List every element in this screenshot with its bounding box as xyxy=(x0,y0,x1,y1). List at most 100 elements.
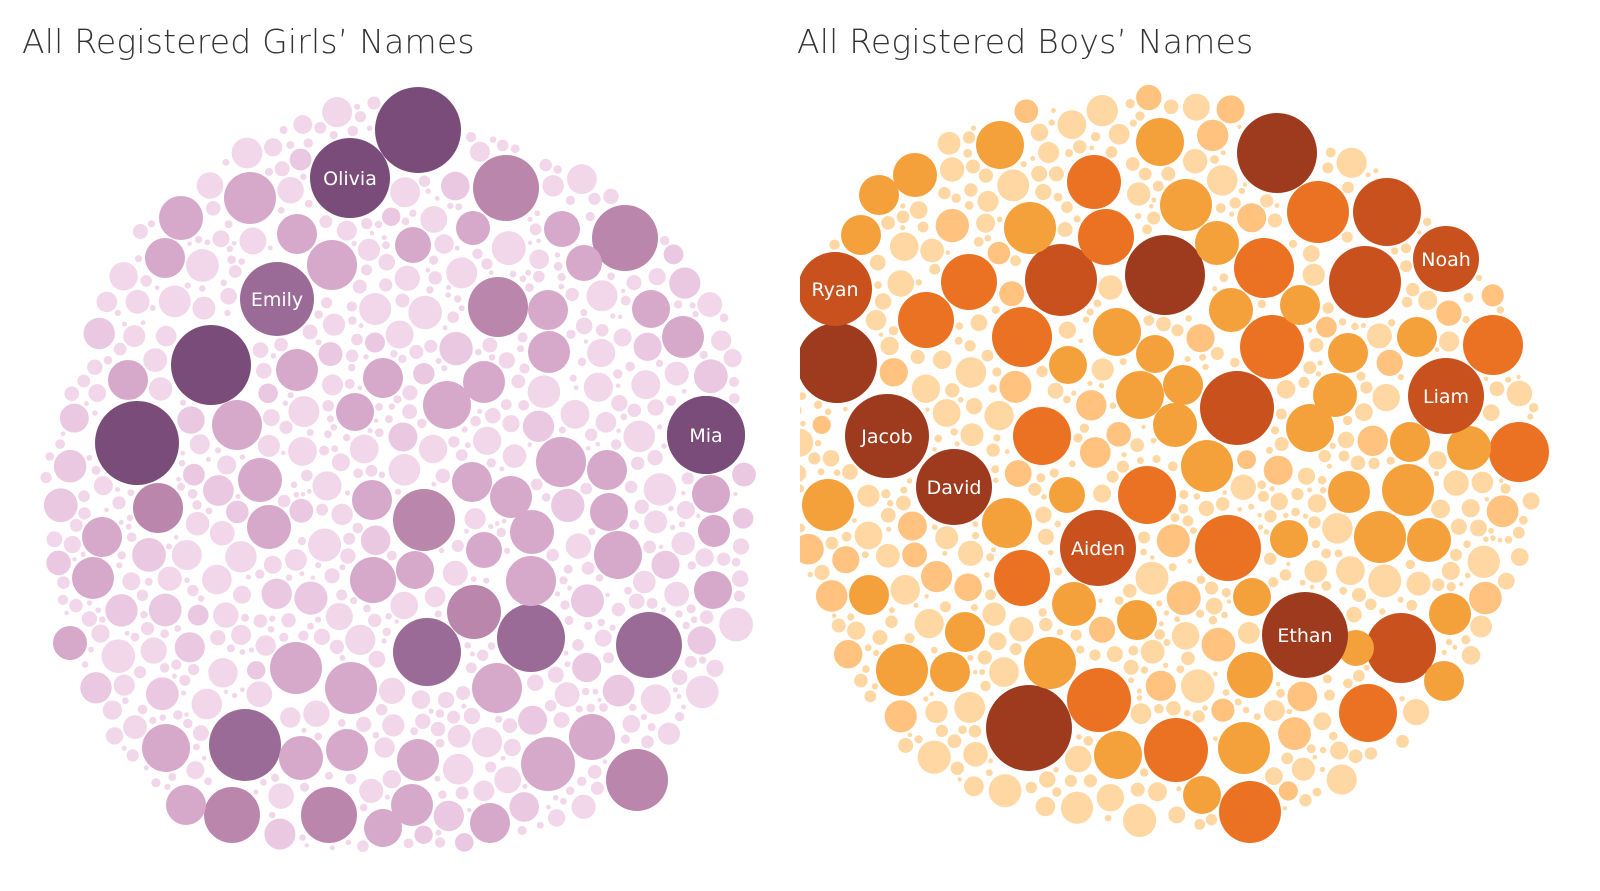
name-bubble xyxy=(1194,819,1206,830)
name-bubble xyxy=(1257,480,1267,490)
name-bubble xyxy=(201,755,207,761)
name-bubble xyxy=(301,469,313,482)
name-bubble xyxy=(1167,461,1178,472)
name-bubble xyxy=(1379,608,1386,615)
name-bubble xyxy=(1182,515,1194,527)
name-bubble xyxy=(1265,446,1274,454)
name-bubble xyxy=(481,258,493,270)
name-bubble xyxy=(1334,549,1343,558)
name-bubble xyxy=(379,278,393,292)
name-bubble xyxy=(1237,450,1256,470)
name-bubble xyxy=(112,496,126,510)
name-bubble xyxy=(117,551,126,560)
name-bubble xyxy=(951,193,961,203)
name-bubble xyxy=(904,633,915,644)
name-bubble xyxy=(1065,149,1073,158)
name-bubble xyxy=(1464,572,1471,579)
name-bubble xyxy=(409,344,424,359)
name-bubble xyxy=(861,551,869,559)
name-bubble xyxy=(842,464,858,480)
name-bubble xyxy=(187,488,198,499)
name-bubble xyxy=(1141,424,1146,430)
name-bubble xyxy=(496,527,506,538)
name-bubble xyxy=(1004,460,1032,487)
name-bubble xyxy=(438,790,447,799)
name-bubble xyxy=(154,285,160,291)
name-bubble xyxy=(1147,211,1161,225)
name-bubble xyxy=(1312,755,1318,760)
name-bubble xyxy=(711,330,732,351)
name-bubble xyxy=(140,637,167,664)
name-bubble xyxy=(1065,745,1092,773)
name-bubble xyxy=(503,738,521,757)
name-bubble xyxy=(985,589,996,601)
name-bubble xyxy=(1463,292,1474,303)
name-bubble xyxy=(929,691,934,697)
name-bubble xyxy=(417,418,427,429)
name-bubble xyxy=(1089,649,1101,661)
name-bubble xyxy=(1142,224,1153,235)
name-bubble xyxy=(1351,322,1359,331)
name-bubble xyxy=(979,669,986,675)
name-bubble xyxy=(1098,275,1123,300)
name-bubble xyxy=(1406,599,1418,611)
name-bubble xyxy=(1506,380,1533,407)
name-bubble xyxy=(1326,764,1357,795)
name-bubble xyxy=(699,610,714,624)
name-bubble xyxy=(1210,347,1224,360)
name-bubble xyxy=(343,532,356,545)
name-bubble xyxy=(595,574,604,582)
bubble-label-jacob: Jacob xyxy=(860,426,912,448)
name-bubble xyxy=(881,216,895,230)
name-bubble xyxy=(447,710,461,724)
name-bubble xyxy=(1274,437,1289,451)
name-bubble-large xyxy=(490,476,532,518)
name-bubble-large xyxy=(456,211,490,245)
name-bubble xyxy=(1138,531,1151,544)
name-bubble xyxy=(1036,473,1046,483)
name-bubble xyxy=(991,547,996,553)
name-bubble xyxy=(1038,141,1060,164)
name-bubble-large xyxy=(82,517,122,557)
name-bubble xyxy=(1469,581,1502,615)
name-bubble xyxy=(583,372,613,402)
name-bubble xyxy=(676,501,695,519)
name-bubble xyxy=(1071,390,1077,396)
name-bubble xyxy=(123,325,146,348)
name-bubble xyxy=(1238,622,1260,644)
name-bubble xyxy=(1397,374,1404,381)
name-bubble xyxy=(336,220,357,241)
name-bubble xyxy=(121,321,127,327)
name-bubble xyxy=(1471,471,1494,494)
name-bubble xyxy=(1229,197,1241,209)
name-bubble xyxy=(1312,787,1322,797)
name-bubble xyxy=(655,359,664,367)
name-bubble xyxy=(1149,555,1155,560)
name-bubble-large xyxy=(536,437,586,487)
name-bubble xyxy=(189,434,210,455)
name-bubble xyxy=(1461,646,1481,665)
name-bubble xyxy=(1321,581,1332,591)
name-bubble xyxy=(1497,572,1515,590)
name-bubble xyxy=(932,350,952,370)
name-bubble xyxy=(977,650,992,665)
name-bubble xyxy=(187,584,199,597)
name-bubble-large xyxy=(108,360,148,400)
name-bubble xyxy=(522,783,528,789)
name-bubble xyxy=(434,610,442,618)
name-bubble xyxy=(1346,606,1362,623)
name-bubble xyxy=(620,734,631,744)
name-bubble xyxy=(374,418,379,423)
name-bubble xyxy=(1129,119,1137,127)
name-bubble xyxy=(1275,681,1281,687)
name-bubble xyxy=(666,395,677,406)
name-bubble xyxy=(1193,493,1201,500)
name-bubble xyxy=(262,409,280,426)
name-bubble-large xyxy=(1125,235,1205,315)
name-bubble xyxy=(695,548,714,567)
name-bubble xyxy=(115,487,121,492)
name-bubble xyxy=(435,738,445,748)
name-bubble xyxy=(360,525,391,556)
name-bubble xyxy=(1135,561,1169,595)
name-bubble xyxy=(939,157,965,182)
